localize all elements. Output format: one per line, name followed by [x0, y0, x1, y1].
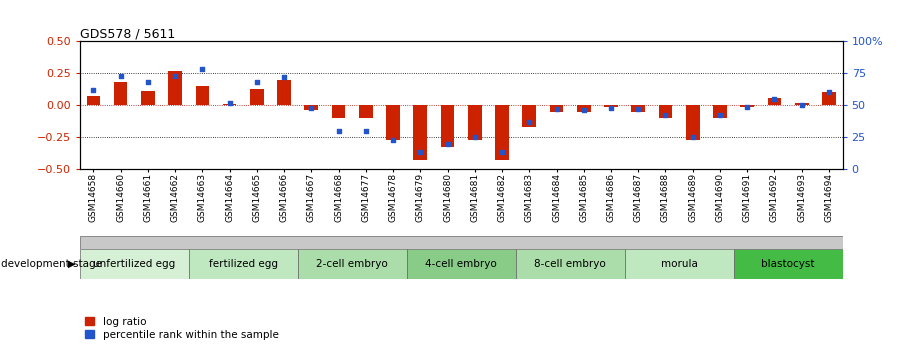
Bar: [87, 96, 101, 105]
Bar: [713, 105, 727, 118]
Bar: [734, 249, 843, 279]
Bar: [141, 91, 155, 105]
Point: [332, 128, 346, 134]
Text: unfertilized egg: unfertilized egg: [93, 259, 176, 269]
Bar: [550, 105, 564, 111]
Point: [767, 96, 782, 101]
Bar: [277, 80, 291, 105]
Bar: [440, 105, 454, 147]
Text: development stage: development stage: [1, 259, 101, 269]
Bar: [196, 86, 209, 105]
Bar: [413, 105, 427, 160]
Bar: [740, 105, 754, 107]
Point: [822, 90, 836, 95]
Point: [113, 73, 128, 79]
Legend: log ratio, percentile rank within the sample: log ratio, percentile rank within the sa…: [85, 317, 278, 340]
Bar: [298, 249, 407, 279]
Point: [713, 113, 728, 118]
Bar: [516, 249, 624, 279]
Bar: [631, 105, 645, 111]
Bar: [386, 105, 400, 140]
Point: [386, 137, 400, 142]
Bar: [624, 249, 734, 279]
Point: [522, 119, 536, 125]
Bar: [250, 89, 264, 105]
Text: 4-cell embryo: 4-cell embryo: [425, 259, 497, 269]
Bar: [332, 105, 345, 118]
Bar: [223, 104, 236, 105]
Bar: [359, 105, 372, 118]
Point: [659, 113, 673, 118]
Bar: [523, 105, 536, 127]
Point: [140, 79, 155, 85]
Text: fertilized egg: fertilized egg: [208, 259, 278, 269]
Bar: [407, 249, 516, 279]
Bar: [659, 105, 672, 118]
Point: [277, 75, 292, 80]
Bar: [496, 105, 509, 160]
Text: ▶: ▶: [68, 259, 75, 269]
Point: [631, 106, 645, 112]
Bar: [686, 105, 699, 140]
Point: [686, 134, 700, 140]
Point: [603, 105, 618, 110]
Point: [413, 150, 428, 155]
Text: morula: morula: [660, 259, 698, 269]
Bar: [577, 105, 591, 111]
Point: [86, 87, 101, 93]
Bar: [114, 82, 128, 105]
Point: [740, 104, 755, 109]
Bar: [822, 92, 835, 105]
Bar: [604, 105, 618, 107]
Bar: [795, 103, 808, 105]
Bar: [304, 105, 318, 110]
Point: [467, 134, 482, 140]
Point: [795, 102, 809, 108]
Bar: [767, 98, 781, 105]
Point: [549, 106, 564, 112]
Bar: [80, 249, 188, 279]
Point: [304, 105, 319, 110]
Bar: [468, 105, 482, 140]
Bar: [188, 249, 298, 279]
Point: [440, 141, 455, 146]
Text: 8-cell embryo: 8-cell embryo: [535, 259, 606, 269]
Point: [195, 67, 209, 72]
Text: 2-cell embryo: 2-cell embryo: [316, 259, 388, 269]
Text: blastocyst: blastocyst: [761, 259, 814, 269]
Point: [168, 73, 182, 79]
Point: [576, 108, 591, 113]
Point: [249, 79, 264, 85]
Point: [222, 100, 236, 106]
Point: [359, 128, 373, 134]
Point: [495, 150, 509, 155]
Text: GDS578 / 5611: GDS578 / 5611: [80, 27, 175, 40]
Bar: [169, 71, 182, 105]
